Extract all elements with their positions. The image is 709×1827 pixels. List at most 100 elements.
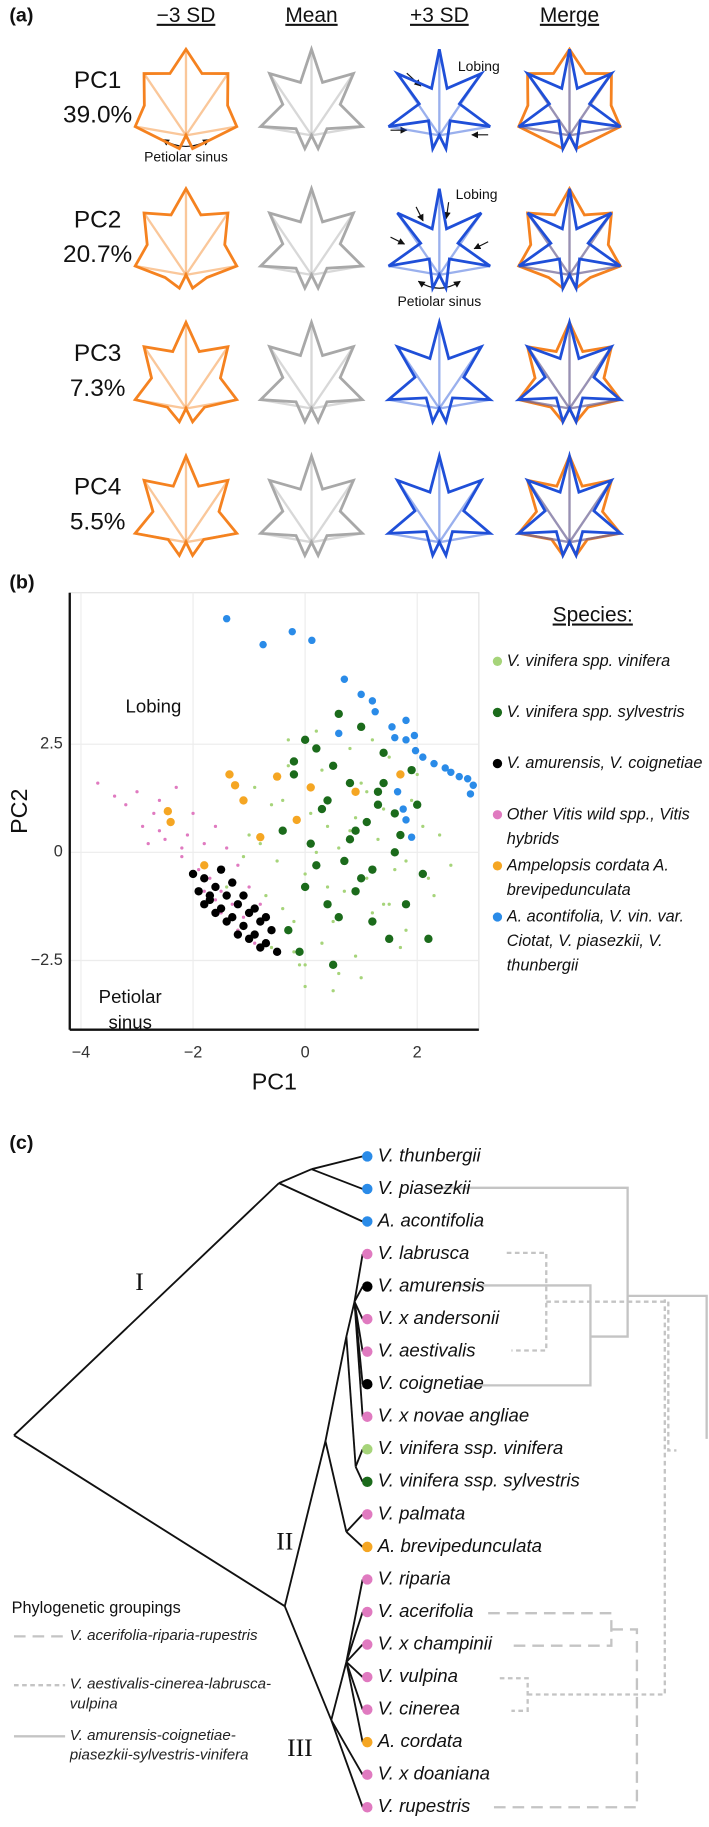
point [256, 943, 265, 952]
point [303, 984, 307, 989]
leaf-vein [303, 274, 313, 289]
point [197, 868, 201, 872]
tree-branch [324, 1440, 348, 1533]
taxon-label: V. x novae angliae [378, 1405, 529, 1426]
taxon-dot [362, 1281, 373, 1292]
y-tick-label: 2.5 [40, 734, 63, 752]
point [393, 868, 397, 872]
point [152, 811, 156, 816]
point [368, 865, 377, 874]
column-header: Merge [540, 4, 599, 27]
legend-marker [492, 861, 503, 871]
leaf-outline [384, 316, 495, 426]
point [365, 876, 369, 880]
leaf-vein [143, 346, 187, 410]
short-dash-bracket [506, 1251, 677, 1452]
annotation-box: Petiolar sinus [98, 987, 162, 1034]
point [163, 837, 167, 841]
point [228, 878, 237, 887]
tree-branch [311, 1168, 363, 1190]
leaf-vein [568, 541, 578, 556]
pc-variance: 5.5% [70, 508, 126, 535]
tree-branch [353, 1253, 364, 1302]
point [241, 855, 246, 859]
point [365, 790, 369, 794]
leaf-vein [568, 407, 578, 423]
point [348, 746, 352, 751]
point [225, 885, 229, 889]
point [340, 856, 349, 866]
leaf-vein [388, 398, 440, 410]
point [334, 913, 343, 922]
point [281, 906, 285, 911]
tree-branch [345, 1301, 356, 1337]
plot-area [69, 592, 480, 1031]
tree-branch [345, 1336, 357, 1467]
leaf-vein [396, 72, 441, 137]
grouping-label-box: V. acerifolia-riparia-rupestris [70, 1626, 258, 1643]
leaf-vein [185, 125, 237, 137]
point [163, 807, 173, 816]
point [180, 855, 184, 859]
legend-marker [492, 912, 503, 922]
point [300, 735, 310, 745]
leaf-vein [184, 407, 194, 423]
leaf-outline [132, 452, 240, 559]
leaf-vein [438, 346, 483, 410]
point [211, 882, 220, 892]
leaf-vein [431, 274, 441, 289]
point [345, 778, 355, 788]
taxon-label: V. thunbergii [378, 1144, 482, 1165]
leaf-vein [439, 398, 491, 410]
tree-branch [330, 1719, 364, 1776]
point [387, 902, 391, 906]
taxon-label: V. riparia [378, 1567, 451, 1588]
point [258, 902, 262, 906]
point [393, 788, 402, 796]
taxon-label: V. aestivalis [378, 1340, 476, 1361]
point [202, 842, 206, 846]
taxon-label: V. palmata [378, 1502, 465, 1523]
point [259, 640, 267, 649]
point [409, 798, 414, 803]
leaf-outline [514, 450, 625, 560]
point [418, 869, 427, 879]
leaf-outline [257, 451, 366, 559]
point [404, 859, 408, 863]
leaf-vein [311, 398, 363, 410]
leaf-vein [561, 134, 571, 150]
leaf-vein [303, 407, 313, 423]
leaf-outline [384, 450, 495, 560]
leaf-vein [310, 479, 355, 543]
point [239, 921, 248, 931]
clade-label: III [287, 1733, 313, 1762]
point [281, 798, 285, 803]
point [398, 945, 403, 950]
point [157, 798, 162, 803]
taxon-dot [362, 1671, 373, 1683]
point [200, 874, 209, 883]
point [233, 930, 243, 939]
point [256, 833, 265, 842]
taxon-dot [362, 1541, 373, 1553]
annotation: Petiolar sinus [98, 987, 162, 1034]
taxon-dot [362, 1574, 373, 1585]
panel-label: (a) [9, 4, 33, 26]
tree-branch [283, 1605, 333, 1721]
annotation: Lobing [458, 58, 500, 74]
leaf-vein [518, 532, 570, 544]
taxon-dot [362, 1476, 373, 1488]
grouping-label: V. aestivalis-cinerea-labrusca-vulpina [69, 1674, 272, 1712]
taxon-dot [362, 1313, 373, 1325]
point [351, 826, 360, 835]
point [286, 764, 290, 768]
x-tick-label: −2 [184, 1043, 203, 1061]
leaf-vein [260, 125, 312, 137]
annotation: Petiolar sinus [144, 149, 228, 165]
point [379, 778, 388, 788]
legend-label: Ampelopsis cordata A. brevipedunculata [506, 855, 669, 899]
annotation-arrow [473, 241, 489, 250]
leaf-vein [184, 134, 194, 150]
